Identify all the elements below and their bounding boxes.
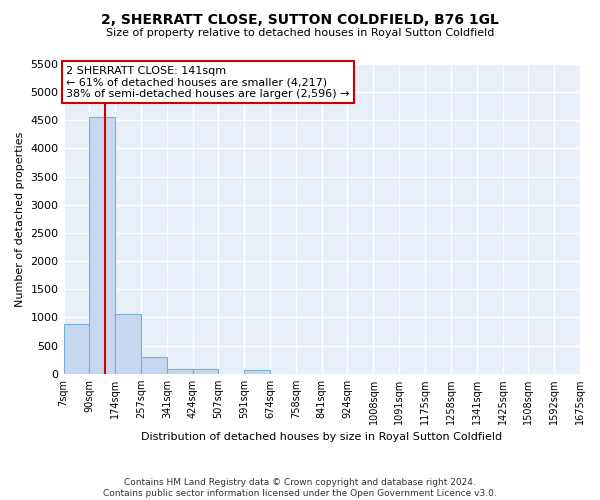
Bar — [115, 314, 141, 374]
Bar — [141, 358, 167, 374]
Bar — [244, 370, 270, 374]
Y-axis label: Number of detached properties: Number of detached properties — [15, 131, 25, 306]
Bar — [167, 368, 193, 374]
Text: Size of property relative to detached houses in Royal Sutton Coldfield: Size of property relative to detached ho… — [106, 28, 494, 38]
Bar — [64, 324, 89, 374]
Bar — [89, 117, 115, 374]
X-axis label: Distribution of detached houses by size in Royal Sutton Coldfield: Distribution of detached houses by size … — [141, 432, 502, 442]
Text: 2, SHERRATT CLOSE, SUTTON COLDFIELD, B76 1GL: 2, SHERRATT CLOSE, SUTTON COLDFIELD, B76… — [101, 12, 499, 26]
Text: 2 SHERRATT CLOSE: 141sqm
← 61% of detached houses are smaller (4,217)
38% of sem: 2 SHERRATT CLOSE: 141sqm ← 61% of detach… — [66, 66, 350, 98]
Bar — [193, 370, 218, 374]
Text: Contains HM Land Registry data © Crown copyright and database right 2024.
Contai: Contains HM Land Registry data © Crown c… — [103, 478, 497, 498]
